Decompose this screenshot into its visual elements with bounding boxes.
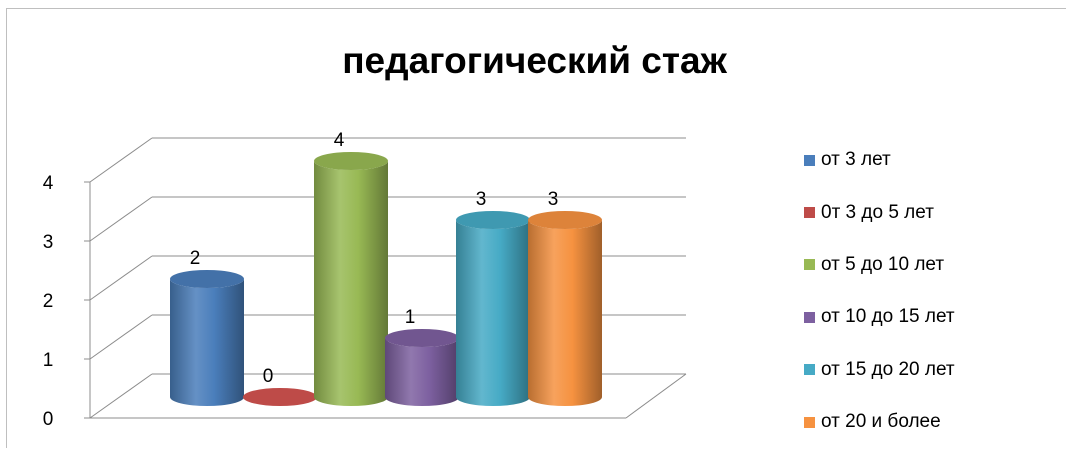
legend-swatch [804, 364, 815, 376]
bar-body [385, 338, 459, 406]
y-tick-label: 0 [43, 409, 54, 430]
y-tick-label: 3 [43, 232, 54, 253]
data-label: 0 [263, 366, 274, 387]
legend-label: от 15 до 20 лет [821, 358, 955, 380]
legend-swatch [804, 416, 815, 428]
legend-label: от 3 лет [821, 149, 891, 171]
floor-right-edge [625, 373, 687, 419]
bar-top [170, 270, 244, 288]
grid-depth-line [89, 137, 153, 183]
legend-swatch [804, 311, 815, 323]
y-tick-label: 2 [43, 291, 54, 312]
grid-depth-line [89, 196, 153, 242]
chart-frame [6, 8, 1066, 448]
bar-top [528, 211, 602, 229]
bar-body [170, 279, 244, 406]
y-tick-label: 1 [43, 350, 54, 371]
bar-body [528, 220, 602, 406]
bar-top [456, 211, 530, 229]
legend-swatch [804, 259, 815, 271]
legend-label: 0т 3 до 5 лет [821, 201, 934, 223]
bar-body [456, 220, 530, 406]
chart-title: педагогический стаж [342, 40, 727, 81]
bar-top [243, 388, 317, 406]
legend-swatch [804, 154, 815, 166]
data-label: 1 [405, 307, 416, 328]
legend-item: от 5 до 10 лет [804, 239, 1064, 291]
y-tick-label: 4 [43, 173, 54, 194]
legend-label: от 20 и более [821, 411, 941, 433]
grid-depth-line [89, 255, 153, 301]
bar-body [314, 161, 388, 406]
legend: от 3 лет 0т 3 до 5 лет от 5 до 10 лет от 10… [804, 134, 1064, 448]
legend-item: от 3 лет [804, 134, 1064, 186]
grid-depth-line [89, 373, 153, 419]
legend-label: от 10 до 15 лет [821, 306, 955, 328]
data-label: 3 [548, 189, 559, 210]
legend-item: от 10 до 15 лет [804, 291, 1064, 343]
legend-item: 0т 3 до 5 лет [804, 186, 1064, 238]
legend-swatch [804, 207, 815, 219]
legend-label: от 5 до 10 лет [821, 253, 945, 275]
legend-item: от 15 до 20 лет [804, 344, 1064, 396]
data-label: 3 [476, 189, 487, 210]
data-label: 4 [334, 130, 345, 151]
data-label: 2 [190, 248, 201, 269]
legend-item: от 20 и более [804, 396, 1064, 448]
bar-top [314, 152, 388, 170]
grid-depth-line [89, 314, 153, 360]
bar-top [385, 329, 459, 347]
